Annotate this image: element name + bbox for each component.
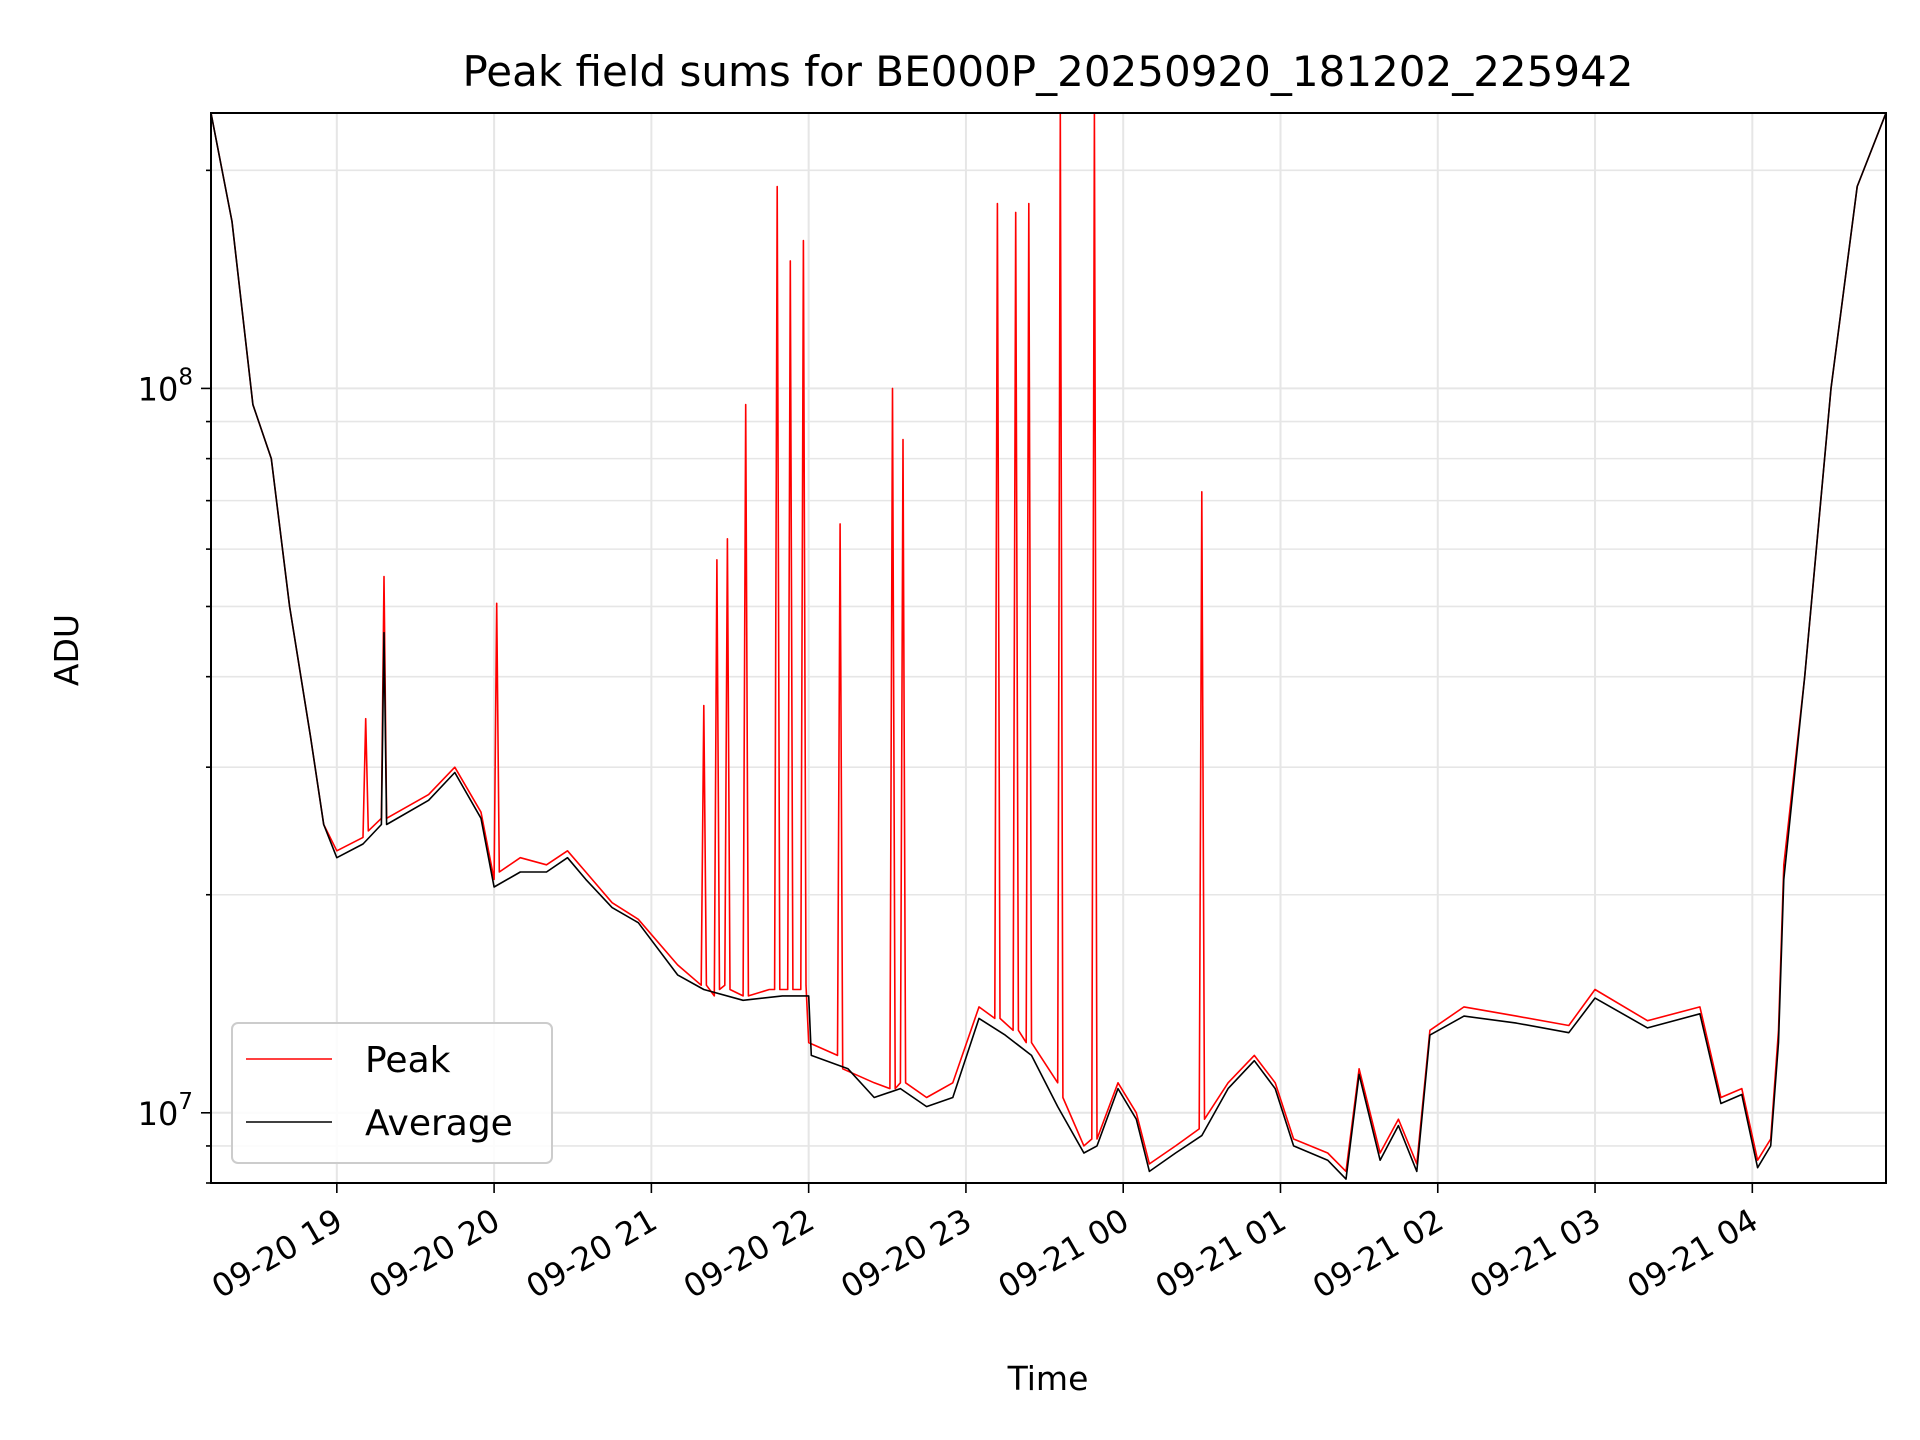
y-tick-label: 107 xyxy=(138,1089,193,1133)
y-tick-base: 10 xyxy=(138,370,179,408)
chart-title: Peak field sums for BE000P_20250920_1812… xyxy=(462,47,1633,96)
y-tick-base: 10 xyxy=(138,1095,179,1133)
series-line-average xyxy=(211,113,1886,1180)
legend: Peak Average xyxy=(231,1022,553,1164)
legend-label-average: Average xyxy=(365,1103,513,1144)
y-tick-label: 108 xyxy=(138,364,193,408)
y-tick-exponent: 8 xyxy=(178,364,193,390)
series-line-peak xyxy=(211,113,1886,1173)
plot-frame xyxy=(210,112,1887,1184)
y-axis-title: ADU xyxy=(47,614,86,686)
x-axis-title: Time xyxy=(1007,1359,1089,1398)
legend-label-peak: Peak xyxy=(365,1040,451,1081)
legend-box xyxy=(231,1022,553,1164)
series-layer xyxy=(211,113,1886,1180)
y-tick-exponent: 7 xyxy=(178,1089,193,1115)
